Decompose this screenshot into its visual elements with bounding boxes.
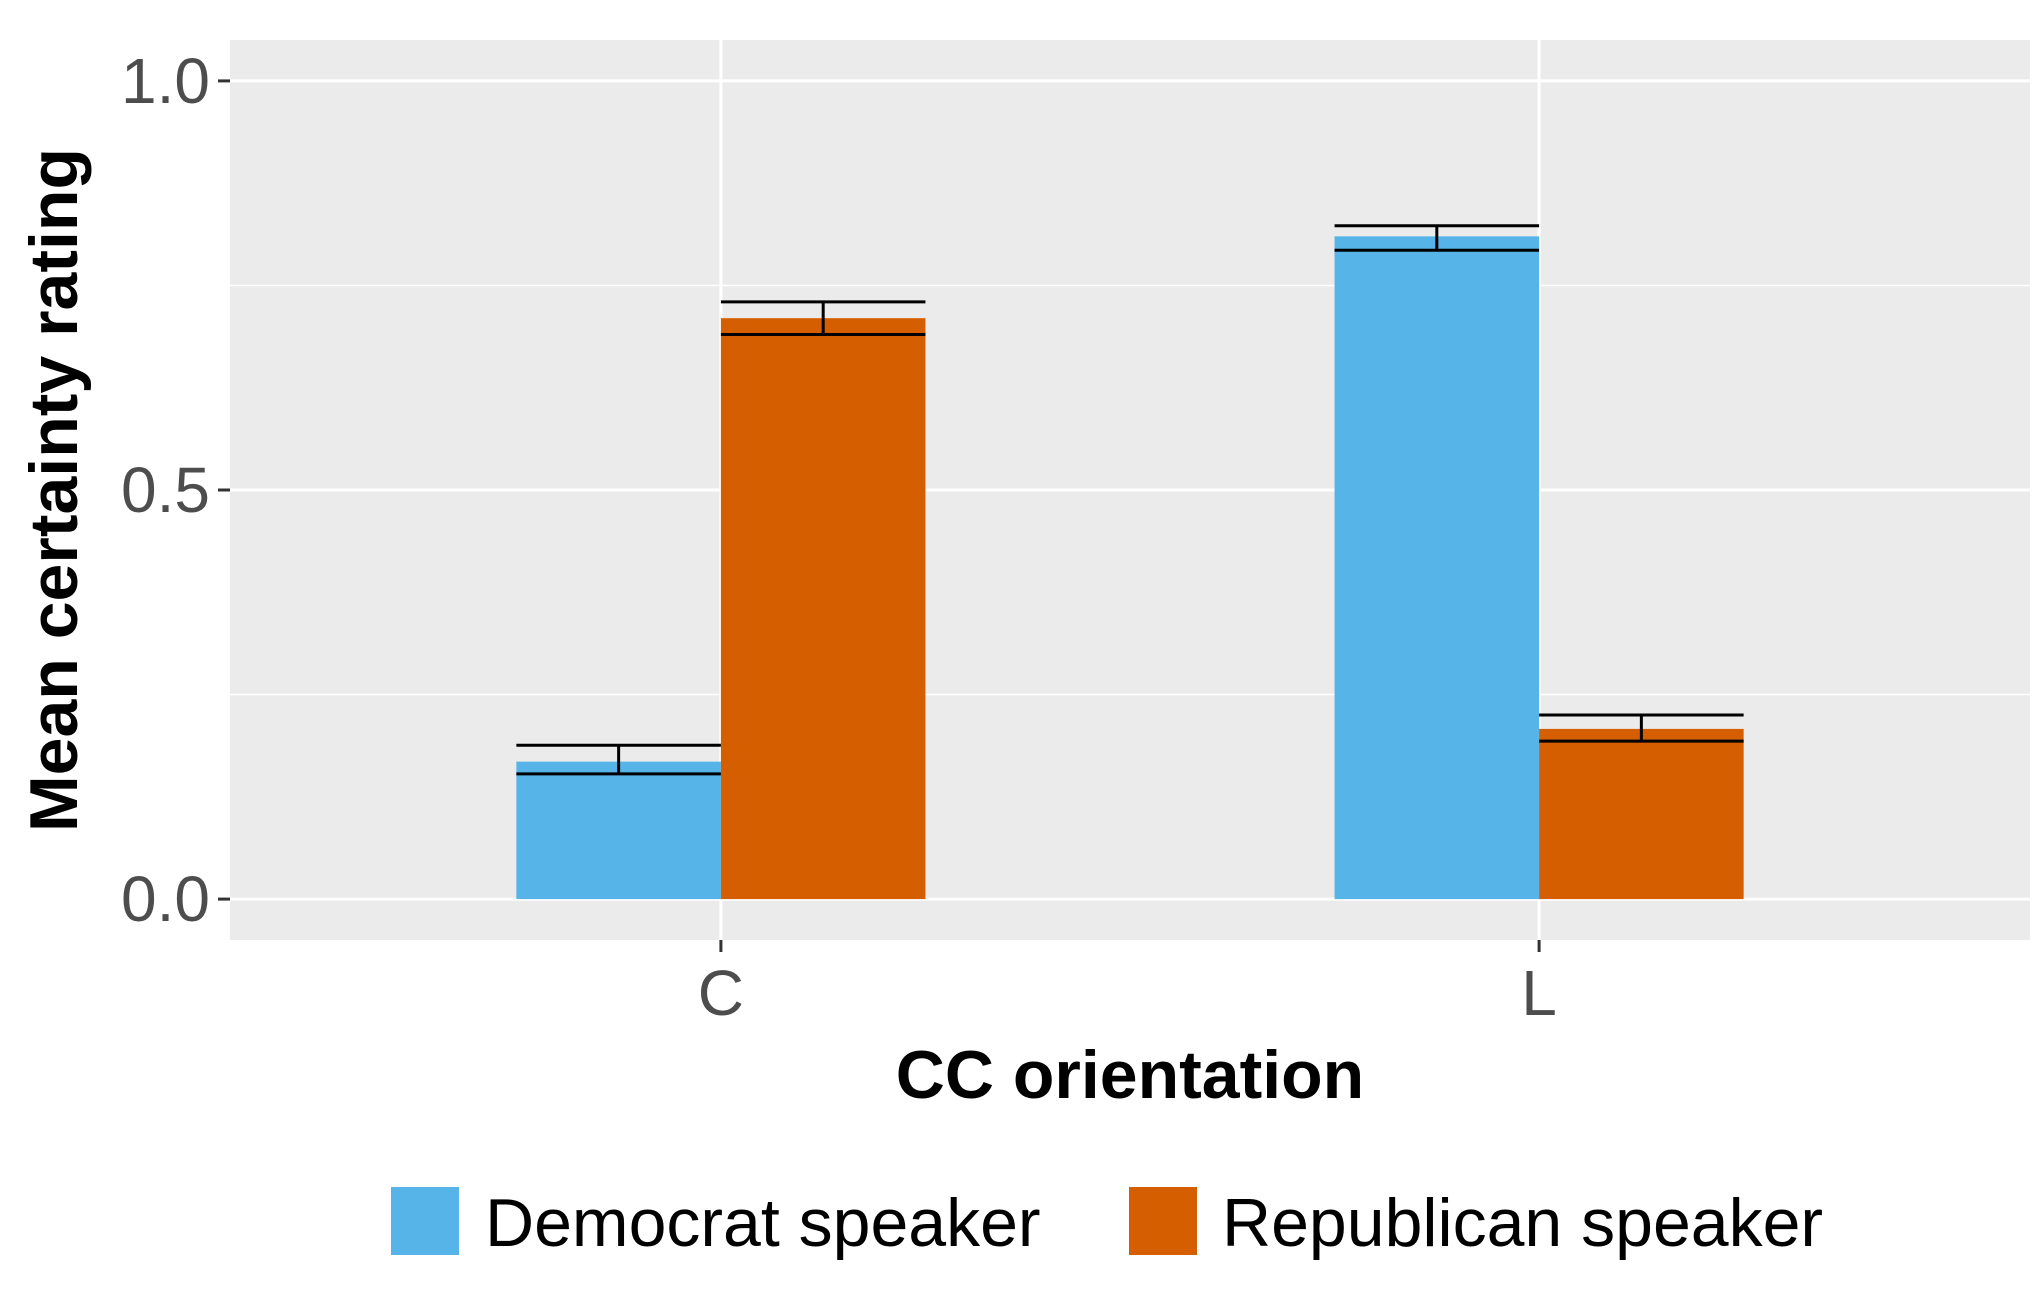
legend-label-republican: Republican speaker [1222, 1185, 1823, 1261]
y-tick-label: 0.5 [121, 454, 210, 526]
bar-L-0 [1334, 236, 1540, 900]
bar-C-0 [516, 761, 721, 900]
legend-key-democrat [389, 1185, 461, 1257]
y-axis-title: Mean certainty rating [16, 148, 92, 832]
x-tick-label: L [1521, 957, 1557, 1029]
error-bars [516, 224, 1744, 776]
bars [516, 236, 1744, 900]
y-tick-label: 0.0 [121, 863, 210, 935]
legend-label-democrat: Democrat speaker [485, 1185, 1041, 1261]
bar-C-1 [720, 318, 926, 900]
legend: Democrat speaker Republican speaker [389, 1185, 1823, 1261]
legend-key-republican [1127, 1185, 1199, 1257]
bar-L-1 [1539, 728, 1744, 900]
x-tick-label: C [698, 957, 744, 1029]
y-tick-label: 1.0 [121, 45, 210, 117]
x-axis-title: CC orientation [896, 1037, 1364, 1113]
y-axis: 0.0 0.5 1.0 [121, 45, 230, 935]
